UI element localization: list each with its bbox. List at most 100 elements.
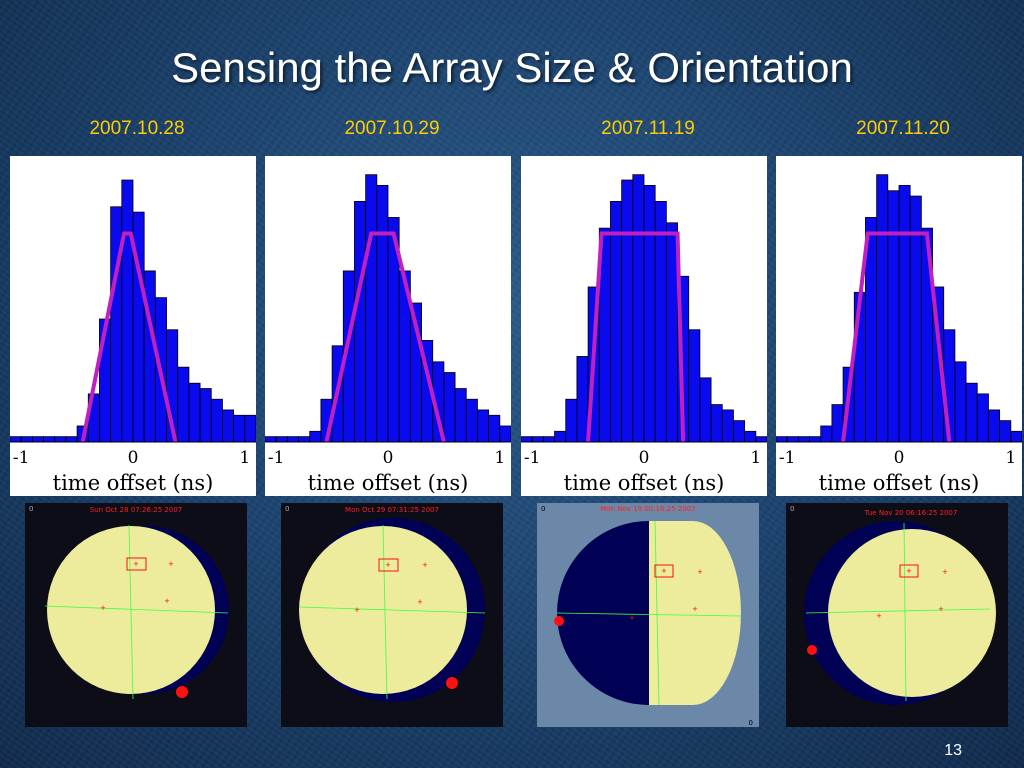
x-tick-label: 1 <box>494 448 505 468</box>
histogram-bar <box>554 430 567 443</box>
sky-map-svg-3: 0 0 Mon Nov 19 00:16:25 2007 + + + + <box>541 505 753 727</box>
sky-map-svg-2: 0 Mon Oct 29 07:31:25 2007 + + + + <box>285 505 486 702</box>
marker-plus: + <box>692 604 697 614</box>
sky-map-panel-2: 0 Mon Oct 29 07:31:25 2007 + + + + <box>281 503 503 727</box>
marker-plus: + <box>385 560 390 570</box>
sky-map-svg-4: 0 Tue Nov 20 06:16:25 2007 + + + + <box>790 505 996 705</box>
histogram-bar <box>31 436 44 443</box>
x-axis-label: time offset (ns) <box>53 471 214 495</box>
sun-marker <box>554 616 564 626</box>
terminator-shadow <box>601 521 649 705</box>
marker-plus: + <box>942 567 947 577</box>
sky-map-panel-3: 0 0 Mon Nov 19 00:16:25 2007 + + + + <box>537 503 759 727</box>
sky-timestamp-2: Mon Oct 29 07:31:25 2007 <box>345 506 439 514</box>
x-axis-label: time offset (ns) <box>308 471 469 495</box>
grid-vertical <box>903 522 907 702</box>
marker-box <box>654 564 674 578</box>
histogram-svg-3: -1 0 1 time offset (ns) <box>521 174 767 495</box>
marker-plus: + <box>168 559 173 569</box>
marker-plus: + <box>697 567 702 577</box>
histogram-bar <box>177 366 190 443</box>
sky-timestamp-3: Mon Nov 19 00:16:25 2007 <box>600 505 695 513</box>
histogram-bar <box>988 409 1001 443</box>
x-tick-label: -1 <box>13 448 30 468</box>
marker-plus: + <box>417 597 422 607</box>
marker-plus: + <box>354 605 359 615</box>
corner-label: 0 <box>29 505 33 513</box>
grid-horizontal <box>298 606 486 614</box>
marker-plus: + <box>661 566 666 576</box>
histogram-bar <box>43 436 56 443</box>
histogram-bar <box>488 414 501 443</box>
chart-title-1: 2007.10.28 <box>89 118 185 139</box>
histogram-bar <box>565 398 578 443</box>
sun-marker <box>176 686 188 698</box>
histogram-bar <box>365 174 378 443</box>
histogram-svg-1: -1 0 1 time offset (ns) <box>10 179 256 495</box>
histogram-bar <box>954 361 967 443</box>
chart-title-4: 2007.11.20 <box>856 118 950 139</box>
marker-plus: + <box>100 603 105 613</box>
histogram-bar <box>188 382 201 443</box>
x-axis-label: time offset (ns) <box>564 471 725 495</box>
histogram-bar <box>54 436 67 443</box>
sky-timestamp-1: Sun Oct 28 07:26:25 2007 <box>90 506 182 514</box>
x-tick-label: -1 <box>524 448 541 468</box>
histogram-bar <box>244 414 256 443</box>
histogram-bar <box>222 409 235 443</box>
fit-curve <box>80 231 178 443</box>
histogram-panel-3: -1 0 1 time offset (ns) <box>521 156 767 496</box>
histogram-bar <box>965 382 978 443</box>
sun-marker <box>446 677 458 689</box>
marker-plus: + <box>938 604 943 614</box>
histogram-bar <box>976 393 989 443</box>
histogram-bar <box>721 409 734 443</box>
grid-vertical <box>128 524 134 700</box>
page-number: 13 <box>944 742 962 759</box>
marker-box <box>126 557 147 571</box>
grid-horizontal <box>805 608 991 614</box>
histogram-bar <box>654 201 667 443</box>
histogram-bar <box>499 425 511 443</box>
histogram-bar <box>632 174 645 443</box>
marker-box <box>378 558 399 572</box>
grid-horizontal <box>44 605 229 614</box>
x-tick-label: 0 <box>383 448 394 468</box>
marker-plus: + <box>906 566 911 576</box>
marker-plus: + <box>422 560 427 570</box>
chart-title-3: 2007.11.19 <box>601 118 695 139</box>
grid-vertical <box>382 524 388 700</box>
x-tick-label: -1 <box>779 448 796 468</box>
sky-map-panel-1: 0 Sun Oct 28 07:26:25 2007 + + + + <box>25 503 247 727</box>
globe-lit-band <box>649 521 693 705</box>
histogram-bar <box>733 420 746 443</box>
marker-plus: + <box>629 613 634 623</box>
histogram-bar <box>121 179 134 443</box>
fit-curve <box>841 231 952 443</box>
corner-label: 0 <box>749 719 753 727</box>
corner-label: 0 <box>285 505 289 513</box>
grid-vertical <box>654 520 660 706</box>
histogram-bar <box>576 356 589 443</box>
histogram-svg-4: -1 0 1 time offset (ns) <box>776 174 1022 495</box>
x-tick-label: 1 <box>750 448 761 468</box>
histogram-bar <box>809 436 822 443</box>
grid-horizontal <box>556 612 742 617</box>
histogram-bar <box>443 372 456 443</box>
x-tick-label: 1 <box>1005 448 1016 468</box>
histogram-bar <box>831 404 844 443</box>
histogram-bar <box>542 436 555 443</box>
corner-label: 0 <box>790 505 794 513</box>
histogram-bar <box>298 436 311 443</box>
histogram-bar <box>275 436 288 443</box>
sky-timestamp-4: Tue Nov 20 06:16:25 2007 <box>864 509 958 517</box>
histogram-bar <box>1010 430 1022 443</box>
x-tick-label: 0 <box>639 448 650 468</box>
histogram-bar <box>110 206 123 443</box>
corner-label: 0 <box>541 505 545 513</box>
histogram-panel-1: -1 0 1 time offset (ns) <box>10 156 256 496</box>
histogram-bar <box>477 409 490 443</box>
histogram-bar <box>898 184 911 443</box>
histogram-bar <box>465 398 478 443</box>
histogram-bar <box>10 436 22 443</box>
